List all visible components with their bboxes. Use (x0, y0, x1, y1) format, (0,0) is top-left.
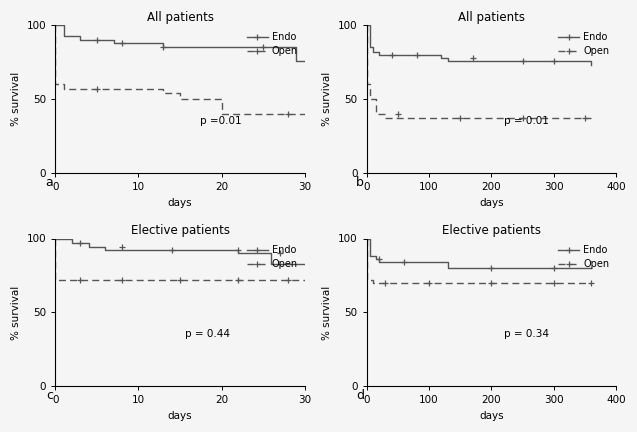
Text: c: c (46, 389, 53, 402)
Title: All patients: All patients (458, 11, 525, 24)
Text: p = 0.44: p = 0.44 (185, 329, 230, 339)
Y-axis label: % survival: % survival (11, 72, 21, 126)
X-axis label: days: days (479, 198, 504, 208)
Text: p = 0.34: p = 0.34 (504, 329, 549, 339)
Text: b: b (356, 176, 364, 189)
Text: a: a (45, 176, 53, 189)
Legend: Endo, Open: Endo, Open (556, 243, 612, 271)
X-axis label: days: days (479, 411, 504, 421)
Y-axis label: % survival: % survival (322, 72, 333, 126)
Title: Elective patients: Elective patients (442, 224, 541, 237)
Title: All patients: All patients (147, 11, 213, 24)
X-axis label: days: days (168, 411, 192, 421)
Legend: Endo, Open: Endo, Open (556, 30, 612, 58)
Text: d: d (356, 389, 364, 402)
Text: p = 0.01: p = 0.01 (504, 116, 548, 126)
Y-axis label: % survival: % survival (322, 285, 333, 340)
Y-axis label: % survival: % survival (11, 285, 21, 340)
Legend: Endo, Open: Endo, Open (245, 30, 300, 58)
Legend: Endo, Open: Endo, Open (245, 243, 300, 271)
Title: Elective patients: Elective patients (131, 224, 229, 237)
X-axis label: days: days (168, 198, 192, 208)
Text: p =0.01: p =0.01 (200, 116, 241, 126)
